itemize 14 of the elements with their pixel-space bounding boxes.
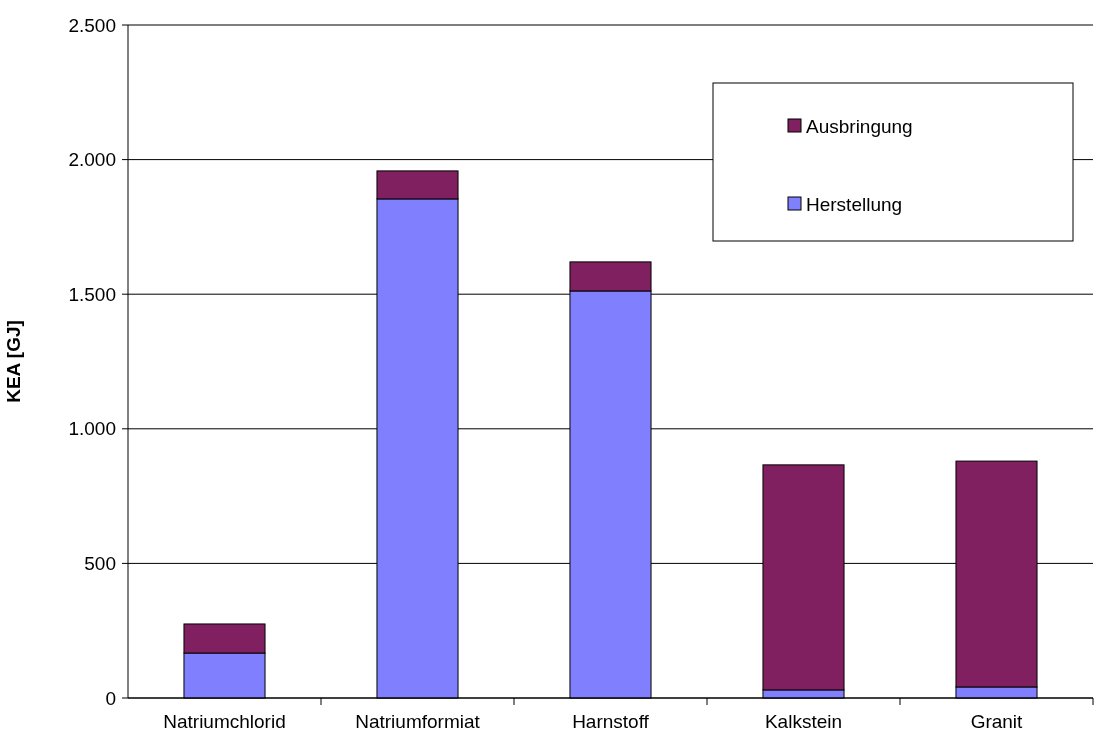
legend-label: Ausbringung [806, 115, 913, 137]
x-tick-label: Natriumchlorid [163, 711, 286, 732]
y-tick-label: 1.000 [68, 418, 116, 440]
x-tick-label: Granit [970, 711, 1024, 732]
x-tick-label: Kalkstein [764, 711, 843, 732]
y-tick-label: 1.500 [68, 283, 116, 305]
y-axis-title: KEA [GJ] [3, 320, 24, 403]
x-tick-label: Natriumformiat [355, 711, 481, 732]
y-tick-label: 2.000 [68, 149, 116, 171]
y-tick-label: 0 [105, 687, 116, 709]
x-tick-label: Harnstoff [572, 711, 650, 732]
y-tick-label: 500 [84, 553, 116, 575]
legend-label: Herstellung [806, 193, 903, 215]
y-tick-label: 2.500 [68, 14, 116, 36]
